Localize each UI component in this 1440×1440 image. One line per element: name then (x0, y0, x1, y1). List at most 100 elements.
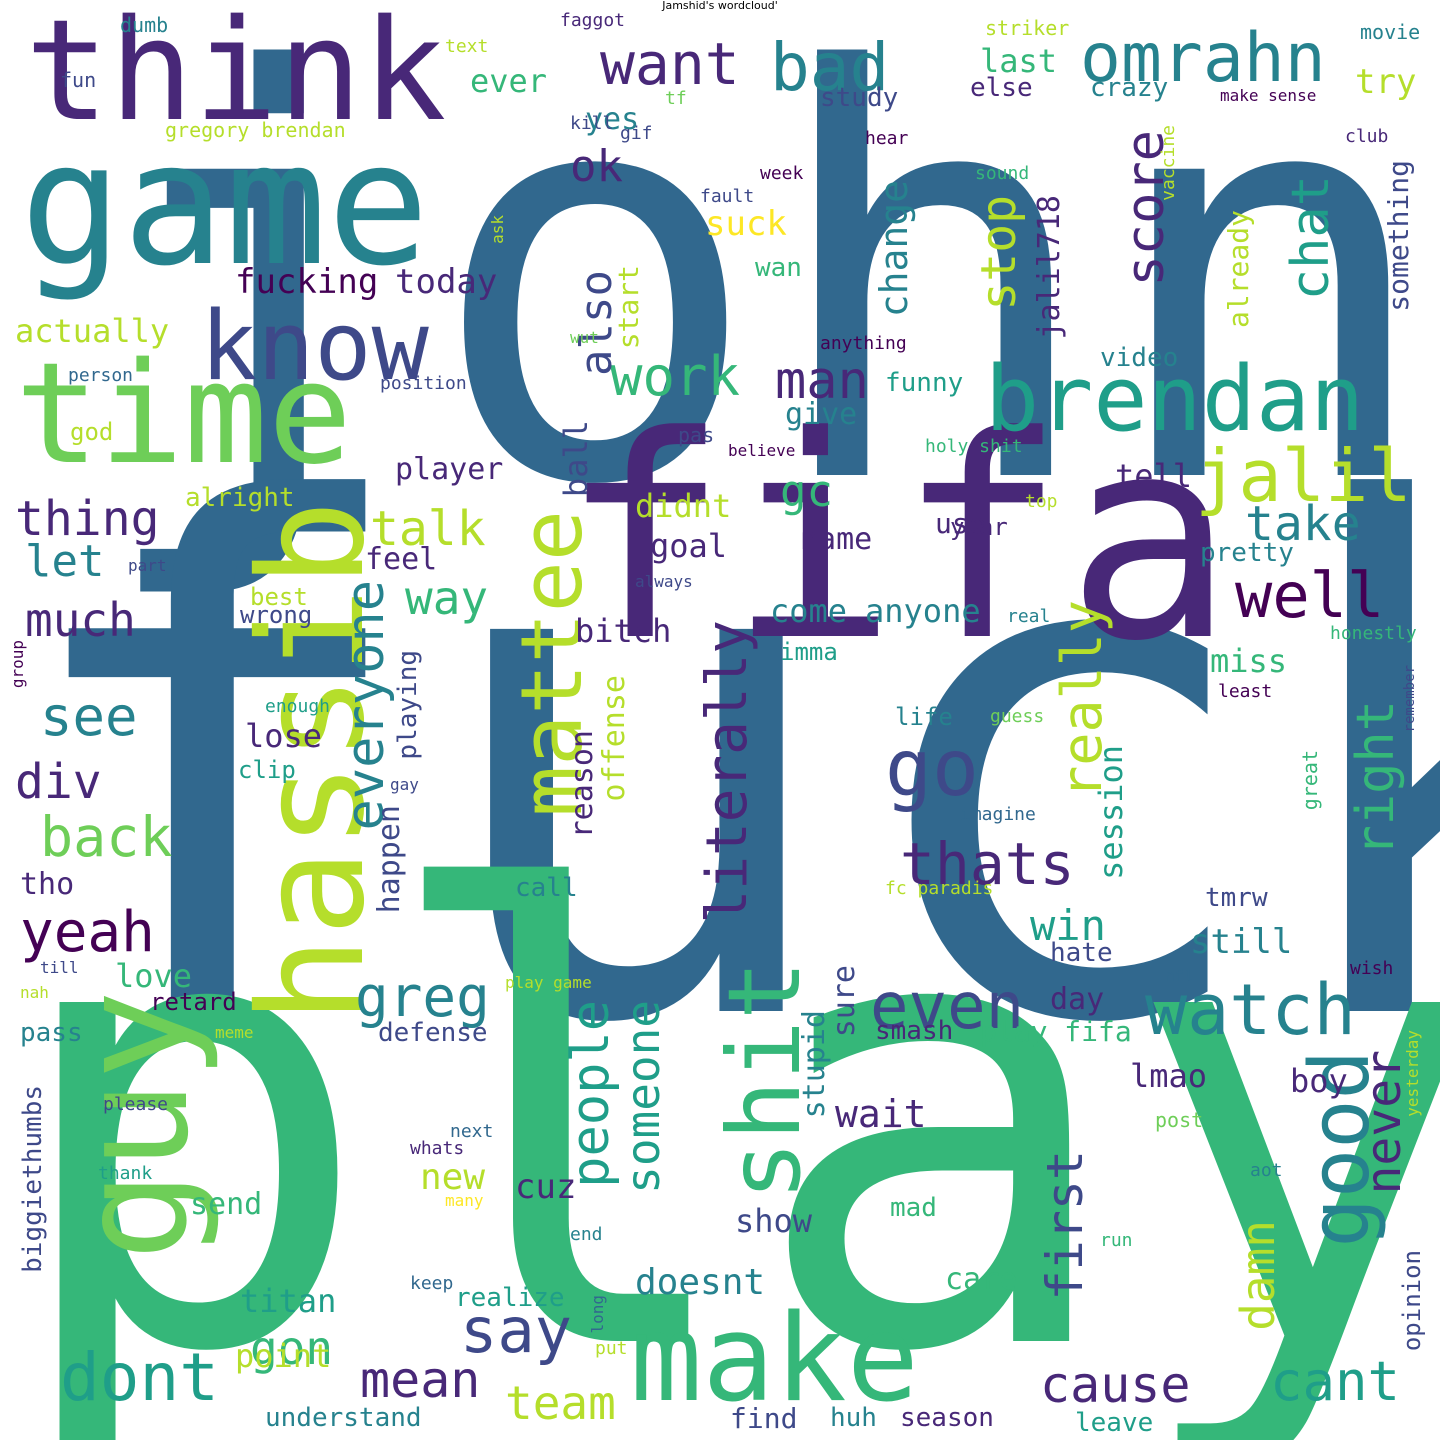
cloud-word: else (970, 73, 1033, 103)
cloud-word: work (610, 345, 741, 408)
cloud-word: point (235, 1337, 332, 1375)
cloud-word: club (1345, 126, 1389, 147)
cloud-word: love (115, 957, 193, 995)
cloud-word: retard (150, 988, 237, 1016)
cloud-word: offense (597, 675, 632, 802)
cloud-word: someone (616, 1000, 670, 1194)
cloud-word: alright (185, 483, 295, 513)
cloud-word: smash (875, 1016, 954, 1046)
cloud-word: time (15, 333, 353, 496)
cloud-word: year (950, 513, 1008, 541)
cloud-word: till (40, 958, 79, 977)
cloud-word: go (885, 724, 979, 814)
cloud-word: back (40, 805, 173, 869)
cloud-word: thank (98, 1163, 153, 1184)
cloud-word: faggot (560, 10, 626, 31)
cloud-word: start (612, 265, 645, 350)
cloud-word: happen (372, 805, 407, 914)
cloud-word: lmao (1130, 1057, 1208, 1095)
cloud-word: omrahn (1080, 19, 1326, 98)
chart-title: Jamshid's wordcloud' (662, 0, 778, 12)
cloud-word: literally (695, 620, 760, 924)
cloud-word: please (103, 1094, 169, 1115)
cloud-word: know (200, 292, 429, 402)
cloud-word: bitch (575, 612, 672, 650)
cloud-word: name (800, 522, 873, 557)
cloud-word: striker (985, 16, 1070, 40)
cloud-word: tho (20, 867, 75, 902)
cloud-word: tell (1115, 457, 1193, 495)
cloud-word: make (630, 1290, 919, 1429)
cloud-word: miss (1210, 642, 1288, 680)
cloud-word: always (635, 572, 693, 591)
cloud-word: person (68, 365, 134, 386)
cloud-word: want (600, 30, 740, 98)
cloud-word: understand (265, 1403, 422, 1433)
cloud-word: fucking (235, 262, 379, 302)
cloud-word: clip (238, 756, 296, 784)
cloud-word: day (1050, 982, 1105, 1017)
cloud-word: yesterday (1403, 1030, 1422, 1117)
cloud-word: right (1346, 700, 1406, 857)
cloud-word: anything (820, 333, 907, 354)
cloud-word: holy shit (925, 436, 1023, 457)
cloud-word: jalil (1195, 434, 1412, 518)
cloud-word: session (1092, 745, 1130, 880)
cloud-word: real (1007, 606, 1051, 627)
cloud-word: play fifa (980, 1015, 1132, 1048)
cloud-word: tf (665, 88, 687, 109)
cloud-word: greg (355, 965, 490, 1030)
cloud-word: yeah (20, 900, 155, 965)
cloud-word: ball (557, 420, 595, 498)
cloud-word: fuck (2, 362, 1440, 1177)
cloud-word: wut (570, 328, 599, 347)
cloud-word: damn (1231, 1220, 1285, 1331)
cloud-word: tmrw (1205, 883, 1268, 913)
cloud-word: didnt (635, 487, 732, 525)
cloud-word: say (460, 1294, 572, 1367)
cloud-word: come (770, 592, 848, 630)
cloud-word: leave (1075, 1408, 1154, 1438)
cloud-word: wish (1350, 958, 1394, 979)
cloud-word: think (25, 0, 447, 153)
cloud-word: never (1356, 1050, 1412, 1195)
cloud-word: yes (585, 102, 640, 137)
cloud-word: fun (60, 68, 97, 92)
cloud-word: long (588, 1295, 607, 1334)
cloud-word: vaccine (1158, 125, 1179, 201)
cloud-word: stupid (797, 1010, 832, 1119)
cloud-word: chat (1281, 175, 1341, 301)
cloud-word: jalil718 (1032, 195, 1067, 340)
cloud-word: hate (1050, 938, 1113, 968)
cloud-word: end (570, 1224, 603, 1245)
cloud-word: wait (835, 1092, 927, 1136)
cloud-word: study (820, 83, 899, 113)
cloud-word: opinion (1398, 1250, 1426, 1352)
cloud-word: reason (565, 730, 600, 839)
cloud-word: take (1245, 496, 1361, 552)
cloud-word: gc (780, 466, 833, 517)
cloud-word: keep (410, 1273, 454, 1294)
cloud-word: last (980, 42, 1058, 80)
cloud-word: feel (365, 542, 438, 577)
cloud-word: play (2, 767, 1440, 1440)
cloud-word: fault (700, 186, 755, 207)
cloud-word: least (1218, 681, 1273, 702)
cloud-word: call (515, 873, 578, 903)
cloud-word: position (380, 373, 467, 394)
cloud-word: brendan (985, 347, 1365, 452)
cloud-word: biggiethumbs (18, 1085, 48, 1273)
cloud-word: change (872, 180, 916, 318)
cloud-word: see (40, 685, 138, 748)
cloud-word: pass (20, 1018, 83, 1048)
cloud-word: sound (975, 163, 1030, 184)
cloud-word: anyone (865, 592, 981, 630)
cloud-word: imagine (960, 804, 1036, 825)
cloud-word: gon (250, 1321, 334, 1375)
cloud-word: ok (570, 141, 623, 192)
cloud-word: today (395, 262, 498, 302)
cloud-word: actually (15, 312, 170, 350)
cloud-word: gif (620, 123, 653, 144)
